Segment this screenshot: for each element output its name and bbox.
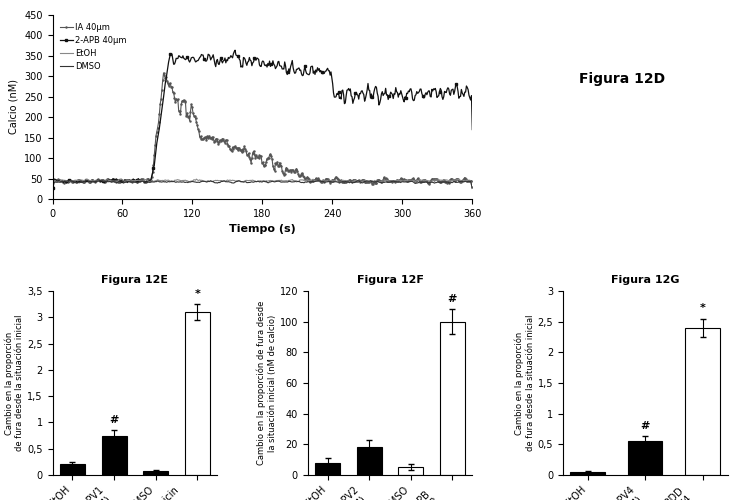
DMSO bbox=[248, 179, 257, 185]
EtOH bbox=[251, 178, 260, 184]
Text: *: * bbox=[194, 288, 200, 298]
Y-axis label: Cambio en la proporción
de fura desde la situación inicial: Cambio en la proporción de fura desde la… bbox=[514, 315, 535, 452]
DMSO bbox=[82, 178, 91, 184]
Bar bbox=[440, 322, 465, 475]
2-APB 40μm bbox=[276, 63, 285, 69]
2-APB 40μm bbox=[48, 185, 57, 191]
Bar bbox=[628, 442, 662, 475]
Text: #: # bbox=[110, 415, 118, 425]
EtOH bbox=[468, 186, 477, 192]
Line: DMSO: DMSO bbox=[53, 180, 473, 190]
Y-axis label: Calcio (nM): Calcio (nM) bbox=[8, 80, 19, 134]
2-APB 40μm bbox=[468, 126, 477, 132]
Bar bbox=[184, 312, 210, 475]
DMSO bbox=[48, 186, 57, 192]
DMSO bbox=[468, 186, 477, 192]
2-APB 40μm bbox=[458, 92, 467, 98]
2-APB 40μm bbox=[230, 47, 239, 53]
IA 40μm bbox=[393, 177, 402, 183]
IA 40μm bbox=[251, 154, 260, 160]
X-axis label: Tiempo (s): Tiempo (s) bbox=[229, 224, 296, 234]
IA 40μm bbox=[248, 150, 257, 156]
Title: Figura 12F: Figura 12F bbox=[356, 274, 424, 284]
2-APB 40μm bbox=[393, 90, 402, 96]
IA 40μm bbox=[298, 173, 307, 179]
EtOH bbox=[248, 177, 257, 183]
EtOH bbox=[298, 177, 307, 183]
EtOH bbox=[458, 178, 467, 184]
Bar bbox=[398, 468, 423, 475]
Bar bbox=[60, 464, 85, 475]
Y-axis label: Cambio en la proporción
de fura desde la situación inicial: Cambio en la proporción de fura desde la… bbox=[4, 315, 25, 452]
DMSO bbox=[298, 180, 307, 186]
Title: Figura 12E: Figura 12E bbox=[101, 274, 168, 284]
IA 40μm bbox=[458, 176, 467, 182]
EtOH bbox=[393, 177, 402, 183]
Y-axis label: Cambio en la proporción de fura desde
la situación inicial (nM de calcio): Cambio en la proporción de fura desde la… bbox=[256, 301, 277, 465]
EtOH bbox=[276, 178, 285, 184]
DMSO bbox=[393, 179, 402, 185]
EtOH bbox=[117, 176, 126, 182]
2-APB 40μm bbox=[251, 57, 260, 63]
IA 40μm bbox=[48, 184, 57, 190]
Bar bbox=[101, 436, 127, 475]
Text: #: # bbox=[448, 294, 457, 304]
EtOH bbox=[48, 184, 57, 190]
Line: EtOH: EtOH bbox=[53, 179, 473, 188]
Text: #: # bbox=[640, 421, 650, 431]
IA 40μm bbox=[159, 70, 168, 76]
DMSO bbox=[458, 179, 467, 185]
Bar bbox=[143, 472, 168, 475]
Bar bbox=[686, 328, 720, 475]
Title: Figura 12G: Figura 12G bbox=[611, 274, 680, 284]
IA 40μm bbox=[468, 184, 477, 190]
2-APB 40μm bbox=[248, 60, 257, 66]
Bar bbox=[570, 472, 605, 475]
DMSO bbox=[276, 179, 285, 185]
Text: *: * bbox=[700, 303, 706, 313]
Line: 2-APB 40μm: 2-APB 40μm bbox=[52, 49, 473, 190]
Legend: IA 40μm, 2-APB 40μm, EtOH, DMSO: IA 40μm, 2-APB 40μm, EtOH, DMSO bbox=[57, 19, 130, 74]
Bar bbox=[315, 462, 340, 475]
IA 40μm bbox=[276, 162, 285, 168]
DMSO bbox=[251, 178, 260, 184]
2-APB 40μm bbox=[298, 72, 307, 78]
Line: IA 40μm: IA 40μm bbox=[52, 72, 473, 188]
Text: Figura 12D: Figura 12D bbox=[579, 72, 665, 86]
Bar bbox=[357, 448, 382, 475]
